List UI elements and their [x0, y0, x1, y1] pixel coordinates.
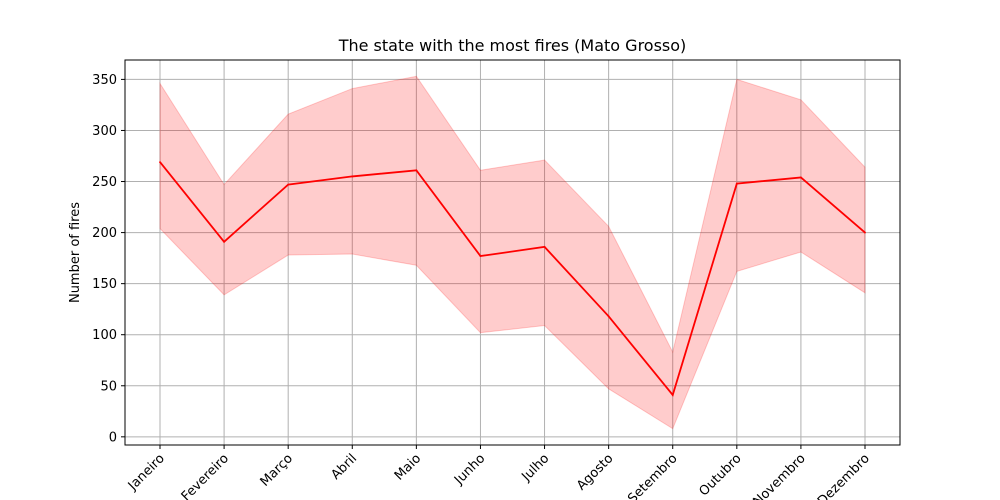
y-axis-label: Number of fires — [68, 202, 83, 303]
y-tick-label: 150 — [92, 277, 117, 292]
series-line — [159, 161, 866, 397]
series-layer — [159, 161, 866, 397]
data-point — [479, 255, 482, 257]
y-tick-label: 50 — [100, 379, 117, 394]
data-point — [351, 175, 354, 178]
x-tick-label: Junho — [451, 451, 488, 488]
y-tick-label: 250 — [92, 175, 117, 190]
data-point — [543, 245, 546, 248]
chart-title: The state with the most fires (Mato Gros… — [338, 36, 687, 55]
x-tick-label: Julho — [519, 451, 553, 485]
data-point — [800, 176, 802, 179]
data-point — [735, 182, 738, 185]
y-tick-label: 300 — [92, 124, 117, 139]
data-point — [864, 231, 866, 234]
x-tick-label: Novembro — [751, 451, 809, 500]
y-tick-label: 350 — [92, 73, 117, 88]
y-axis: 0 50 100 150 200 250 300 350 — [92, 73, 125, 445]
data-point — [671, 394, 674, 396]
x-tick-label: Abril — [328, 451, 360, 483]
x-tick-label: Outubro — [697, 451, 745, 499]
plot-frame — [124, 59, 901, 446]
x-axis: Janeiro Fevereiro Março Abril Maio Junho Julho… — [125, 445, 873, 500]
y-tick-label: 200 — [92, 226, 117, 241]
x-tick-label: Agosto — [574, 451, 616, 493]
x-tick-label: Fevereiro — [179, 451, 232, 500]
data-point — [415, 169, 418, 172]
x-tick-label: Janeiro — [125, 451, 168, 494]
band-layer — [159, 75, 866, 430]
x-tick-label: Março — [258, 451, 296, 489]
grid-layer — [125, 60, 900, 445]
x-tick-label: Setembro — [625, 451, 680, 500]
data-point — [287, 183, 290, 186]
data-point — [223, 240, 225, 243]
x-tick-label: Dezembro — [815, 451, 873, 500]
confidence-band — [159, 75, 866, 430]
y-tick-label: 0 — [109, 430, 117, 445]
data-point — [159, 161, 161, 164]
data-point — [607, 315, 610, 318]
x-tick-label: Maio — [392, 451, 424, 483]
y-tick-label: 100 — [92, 328, 117, 343]
